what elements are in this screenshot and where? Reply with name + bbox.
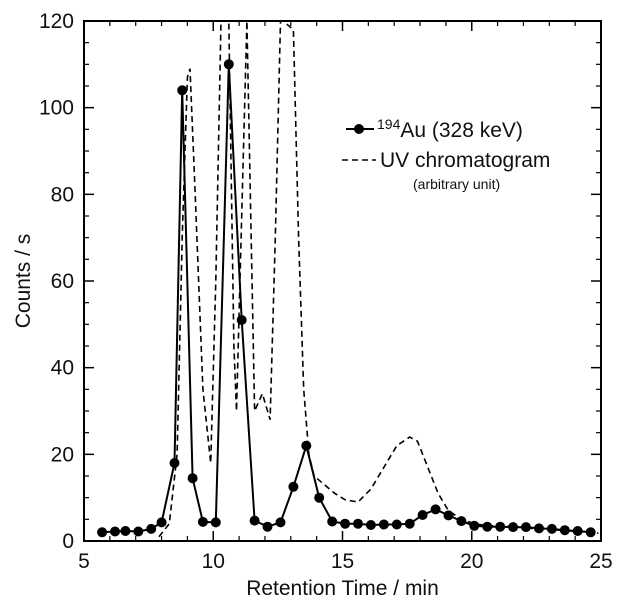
data-point-au [146,523,157,534]
data-point-au [249,515,260,526]
data-point-au [314,492,325,503]
legend: 194Au (328 keV) UV chromatogram (arbitra… [342,116,550,192]
data-point-au [404,518,415,529]
x-tick-label: 10 [202,550,225,573]
legend-marker-au [354,124,364,134]
data-point-au [120,526,131,536]
data-point-au [546,523,557,534]
data-point-au [521,522,531,533]
data-point-au [378,519,389,530]
series-line-au [102,64,591,534]
data-point-au [340,518,351,529]
x-tick-label: 25 [589,550,612,573]
data-point-au [236,315,247,325]
data-point-au [482,521,493,532]
data-point-au [391,519,402,530]
series-line-uv [158,21,599,538]
y-tick-label: 40 [51,357,74,380]
y-tick-label: 120 [39,10,74,33]
data-point-au [327,516,338,527]
data-point-au [133,526,144,537]
data-point-au [365,520,376,530]
data-point-au [456,516,467,527]
legend-label-main: Au (328 keV) [400,119,523,142]
plot-frame [83,20,602,542]
y-tick-label: 20 [51,443,74,466]
data-point-au [417,510,428,520]
data-point-au [223,59,234,70]
data-point-au [353,518,363,529]
data-point-au [156,517,167,528]
data-point-au [97,527,108,538]
x-tick-label: 15 [331,550,354,573]
data-point-au [169,458,180,468]
data-point-au [469,520,480,531]
y-tick-label: 60 [51,270,74,293]
data-point-au [210,517,221,528]
data-point-au [262,521,273,532]
data-point-au [585,527,596,538]
data-point-au [430,504,441,515]
data-point-au [288,481,299,492]
data-point-au [187,473,198,484]
data-point-au [572,526,583,536]
data-point-au [301,440,312,451]
data-point-au [197,516,208,527]
data-point-au [534,523,544,534]
data-point-au [110,526,120,537]
data-point-au [508,522,519,533]
data-point-au [559,525,570,536]
axis-ticks: 5 10 15 20 25 0 20 40 60 80 100 120 [39,10,613,573]
y-tick-label: 80 [51,183,74,206]
x-tick-label: 5 [78,550,90,573]
data-point-au [177,85,188,96]
data-point-au [443,510,454,521]
y-axis-label: Counts / s [12,234,35,329]
y-tick-label: 0 [62,530,74,553]
legend-label-uv: UV chromatogram [380,149,550,172]
legend-label-au: 194Au (328 keV) [377,116,523,142]
x-tick-label: 20 [460,550,483,573]
legend-label-superscript: 194 [377,116,401,132]
plot-layer [97,21,599,538]
data-point-au [495,521,506,532]
legend-label-uv-note: (arbitrary unit) [413,176,500,192]
data-point-au [275,517,286,528]
y-tick-label: 100 [39,97,74,120]
x-axis-label: Retention Time / min [246,577,439,600]
